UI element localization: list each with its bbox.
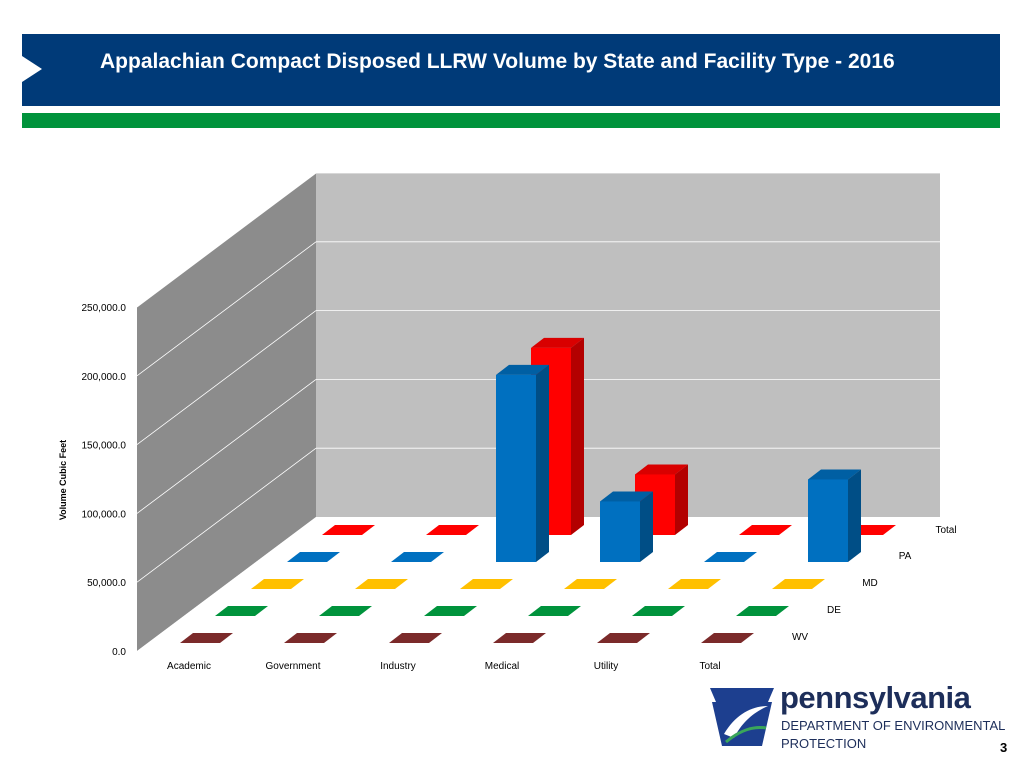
bar-wv-academic xyxy=(180,633,233,643)
gridline-side xyxy=(136,241,317,377)
series-label-md: MD xyxy=(862,578,878,589)
gridline-side xyxy=(136,379,317,514)
bar-wv-government xyxy=(284,633,337,643)
series-label-total: Total xyxy=(935,525,956,536)
logo-protection-line: PROTECTION xyxy=(781,736,867,751)
x-category-label: Utility xyxy=(594,661,618,672)
series-depth-labels: WV DE MD PA Total xyxy=(792,525,957,643)
series-label-wv: WV xyxy=(792,632,808,643)
bar-total-government xyxy=(426,525,479,535)
bar-de-total xyxy=(736,606,789,616)
gridline-side xyxy=(136,172,317,308)
bar-md-industry xyxy=(460,579,513,589)
title-bar xyxy=(22,34,1000,106)
bar-pa-medical xyxy=(600,491,653,562)
x-category-label: Total xyxy=(699,661,720,672)
bars xyxy=(180,337,896,643)
title-arrow-icon xyxy=(22,56,42,82)
series-label-de: DE xyxy=(827,605,841,616)
bar-wv-total xyxy=(701,633,754,643)
bar-md-medical xyxy=(564,579,617,589)
y-tick-label: 50,000.0 xyxy=(87,578,126,589)
bar-de-academic xyxy=(215,606,268,616)
bar-pa-academic xyxy=(287,552,340,562)
bar-pa-industry xyxy=(496,364,549,562)
bar-wv-medical xyxy=(493,633,546,643)
bar-wv-industry xyxy=(389,633,442,643)
y-tick-label: 150,000.0 xyxy=(82,441,127,452)
bar-pa-government xyxy=(391,552,444,562)
bar-pa-utility xyxy=(704,552,757,562)
chart-floor xyxy=(137,517,940,651)
bar-de-industry xyxy=(424,606,477,616)
pa-dep-logo xyxy=(710,688,774,746)
bar-md-academic xyxy=(251,579,304,589)
logo-wordmark: pennsylvania xyxy=(780,680,971,715)
y-axis-ticks: 0.0 50,000.0 100,000.0 150,000.0 200,000.0 25… xyxy=(82,303,127,658)
bar-de-utility xyxy=(632,606,685,616)
x-axis-categories: Academic Government Industry Medical Utility… xyxy=(167,661,721,672)
x-category-label: Industry xyxy=(380,661,416,672)
y-tick-label: 100,000.0 xyxy=(82,509,127,520)
gridlines xyxy=(136,172,940,583)
chart-back-wall xyxy=(316,173,940,517)
x-category-label: Medical xyxy=(485,661,519,672)
gridline-side xyxy=(136,310,317,445)
bar-md-utility xyxy=(668,579,721,589)
bar-total-academic xyxy=(322,525,375,535)
bar-wv-utility xyxy=(597,633,650,643)
bar-de-government xyxy=(319,606,372,616)
page-number: 3 xyxy=(1000,740,1008,755)
y-axis-label: Volume Cubic Feet xyxy=(58,440,68,520)
page-title: Appalachian Compact Disposed LLRW Volume… xyxy=(100,50,895,73)
gridline-side xyxy=(136,447,317,583)
x-category-label: Government xyxy=(265,661,320,672)
accent-stripe xyxy=(22,113,1000,128)
y-tick-label: 0.0 xyxy=(112,647,126,658)
logo-department-line: DEPARTMENT OF ENVIRONMENTAL xyxy=(781,718,1006,733)
bar-md-government xyxy=(355,579,408,589)
bar-total-utility xyxy=(739,525,792,535)
y-tick-label: 200,000.0 xyxy=(82,372,127,383)
bar-de-medical xyxy=(528,606,581,616)
chart-side-wall xyxy=(137,173,316,651)
series-label-pa: PA xyxy=(899,551,912,562)
bar-pa-total xyxy=(808,469,861,562)
y-tick-label: 250,000.0 xyxy=(82,303,127,314)
x-category-label: Academic xyxy=(167,661,211,672)
bar-md-total xyxy=(772,579,825,589)
